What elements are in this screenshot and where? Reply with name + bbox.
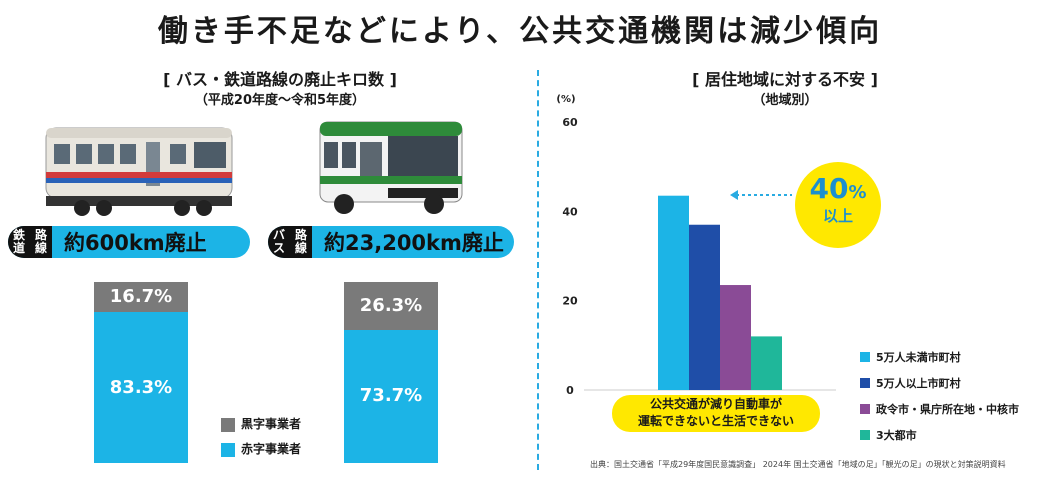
y-unit-label: (%) — [556, 94, 575, 105]
legend-item: 5万人以上市町村 — [860, 375, 1019, 391]
anxiety-bar-chart: (%) 60 40 20 0 — [556, 94, 836, 397]
legend-item: 政令市・県庁所在地・中核市 — [860, 401, 1019, 417]
train-illustration — [45, 127, 233, 216]
bar-2 — [689, 224, 720, 390]
left-chart-period: （平成20年度～令和5年度） — [194, 93, 366, 108]
left-chart-title: [ バス・鉄道路線の廃止キロ数 ] — [163, 70, 397, 89]
bus-tag-label: バス 路線 — [268, 226, 312, 258]
bar-value-label: 73.7% — [359, 385, 423, 407]
bar-segment-black: 16.7% — [94, 282, 188, 313]
rail-stacked-bar: 16.7% 83.3% — [94, 282, 188, 463]
percent-bubble: 40% 以上 — [795, 162, 881, 248]
right-chart-title: [ 居住地域に対する不安 ] — [692, 70, 878, 89]
bubble-value: 40 — [809, 172, 849, 205]
bar-value-label: 16.7% — [109, 286, 173, 308]
legend-swatch — [860, 378, 870, 388]
legend-label: 政令市・県庁所在地・中核市 — [876, 403, 1019, 416]
y-tick-label: 60 — [562, 116, 578, 129]
legend-label: 5万人未満市町村 — [876, 351, 961, 364]
legend-swatch — [860, 404, 870, 414]
bar-4 — [751, 336, 782, 390]
legend-black: 黒字事業者 — [221, 415, 301, 432]
callout-arrow-head — [730, 190, 738, 200]
callout-box: 公共交通が減り自動車が 運転できないと生活できない — [612, 395, 820, 432]
legend-label: 3大都市 — [876, 429, 917, 442]
page-title: 働き手不足などにより、公共交通機関は減少傾向 — [157, 14, 883, 49]
bar-value-label: 26.3% — [359, 294, 423, 316]
bar-1 — [658, 195, 689, 390]
legend-item: 5万人未満市町村 — [860, 349, 1019, 365]
legend-item: 3大都市 — [860, 427, 1019, 443]
left-legend: 黒字事業者 赤字事業者 — [221, 415, 301, 465]
bar-segment-black: 26.3% — [344, 282, 438, 330]
source-note: 出典：国土交通省「平成29年度国民意識調査」 2024年 国土交通省「地域の足」… — [590, 460, 1006, 469]
legend-label: 5万人以上市町村 — [876, 377, 961, 390]
legend-swatch — [860, 352, 870, 362]
bus-illustration — [319, 121, 463, 214]
bubble-suffix: 以上 — [822, 207, 853, 225]
bubble-unit: % — [848, 182, 867, 203]
rail-tag-label: 鉄道 路線 — [8, 226, 52, 258]
rail-abolished-tag: 鉄道 路線 約600km廃止 — [8, 226, 250, 258]
right-legend: 5万人未満市町村 5万人以上市町村政令市・県庁所在地・中核市 3大都市 — [860, 349, 1019, 453]
divider — [537, 70, 539, 470]
rail-tag-value: 約600km廃止 — [64, 231, 207, 255]
legend-red: 赤字事業者 — [221, 440, 301, 457]
legend-swatch — [860, 430, 870, 440]
y-tick-label: 40 — [562, 205, 578, 218]
bar-value-label: 83.3% — [109, 376, 173, 398]
y-tick-label: 20 — [562, 295, 578, 308]
bar-3 — [720, 285, 751, 390]
bar-segment-red: 73.7% — [344, 329, 438, 463]
bus-abolished-tag: バス 路線 約23,200km廃止 — [268, 226, 514, 258]
bus-stacked-bar: 26.3% 73.7% — [344, 282, 438, 463]
y-tick-label: 0 — [566, 384, 574, 397]
bar-segment-red: 83.3% — [94, 312, 188, 463]
callout-line2: 運転できないと生活できない — [637, 414, 794, 428]
callout-line1: 公共交通が減り自動車が — [649, 397, 782, 411]
bus-tag-value: 約23,200km廃止 — [324, 231, 504, 255]
right-chart-subtitle: （地域別） — [752, 93, 818, 108]
